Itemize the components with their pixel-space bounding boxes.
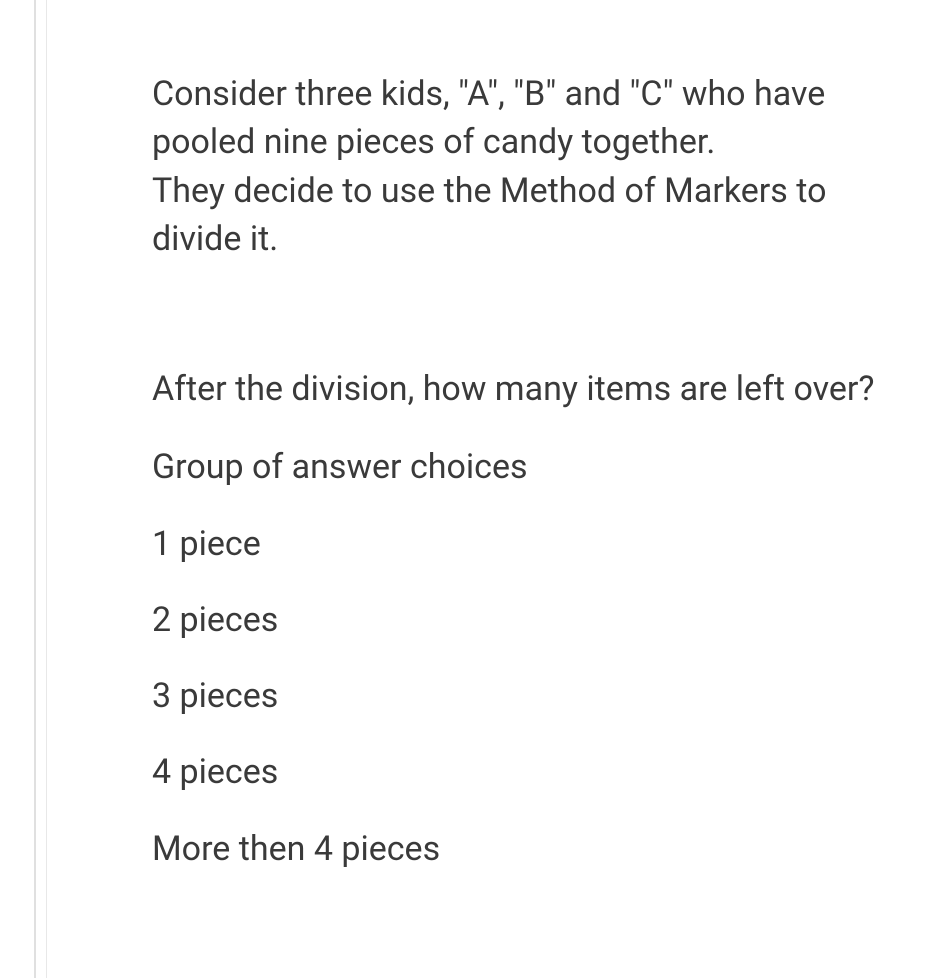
question-content: Consider three kids, "A", "B" and "C" wh… bbox=[0, 0, 935, 873]
left-border-line-inner bbox=[46, 0, 47, 978]
answer-group-label: Group of answer choices bbox=[152, 443, 910, 491]
question-main-text: After the division, how many items are l… bbox=[152, 365, 910, 413]
answer-choice-5[interactable]: More then 4 pieces bbox=[152, 825, 910, 873]
answer-choice-1[interactable]: 1 piece bbox=[152, 520, 910, 568]
answer-choice-3[interactable]: 3 pieces bbox=[152, 672, 910, 720]
question-intro-text: Consider three kids, "A", "B" and "C" wh… bbox=[152, 70, 910, 263]
answer-choice-2[interactable]: 2 pieces bbox=[152, 596, 910, 644]
left-border-line bbox=[34, 0, 36, 978]
answer-choice-4[interactable]: 4 pieces bbox=[152, 748, 910, 796]
